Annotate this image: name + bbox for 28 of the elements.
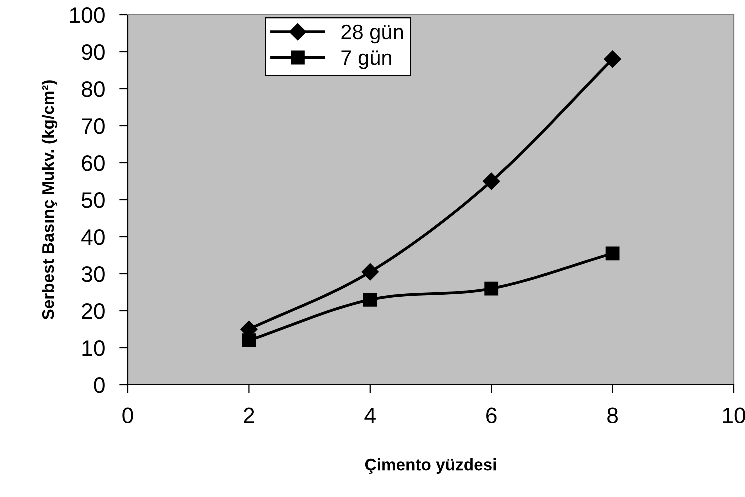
y-tick-label: 0 bbox=[94, 378, 105, 394]
point bbox=[242, 334, 256, 348]
y-tick-label: 40 bbox=[82, 230, 105, 246]
point bbox=[606, 246, 620, 261]
x-tick-label: 10 bbox=[723, 408, 745, 424]
x-tick-label: 0 bbox=[122, 408, 134, 424]
x-axis-title: Çimento yüzdesi bbox=[365, 458, 496, 474]
y-tick-label: 80 bbox=[82, 82, 105, 98]
legend-label: 28 gün bbox=[342, 24, 404, 44]
legend-label: 7 gün bbox=[342, 50, 392, 70]
y-tick-label: 100 bbox=[70, 8, 105, 24]
x-tick-label: 2 bbox=[244, 408, 254, 424]
y-tick-label: 10 bbox=[82, 340, 105, 356]
y-tick-label: 70 bbox=[82, 118, 105, 134]
point bbox=[604, 50, 622, 68]
y-tick-label: 50 bbox=[82, 192, 105, 208]
y-tick-label: 30 bbox=[82, 266, 105, 282]
y-tick-label: 60 bbox=[82, 156, 105, 172]
x-tick-label: 4 bbox=[364, 408, 376, 424]
y-tick-label: 20 bbox=[82, 304, 105, 320]
point bbox=[484, 282, 499, 296]
point bbox=[363, 292, 378, 307]
y-tick-label: 90 bbox=[82, 44, 105, 60]
y-axis-title: Serbest Basınç Mukv. (kg/cm²) bbox=[42, 80, 58, 320]
point bbox=[362, 264, 379, 281]
point bbox=[483, 172, 500, 190]
x-tick-label: 8 bbox=[608, 408, 618, 424]
x-tick-label: 6 bbox=[486, 408, 497, 424]
